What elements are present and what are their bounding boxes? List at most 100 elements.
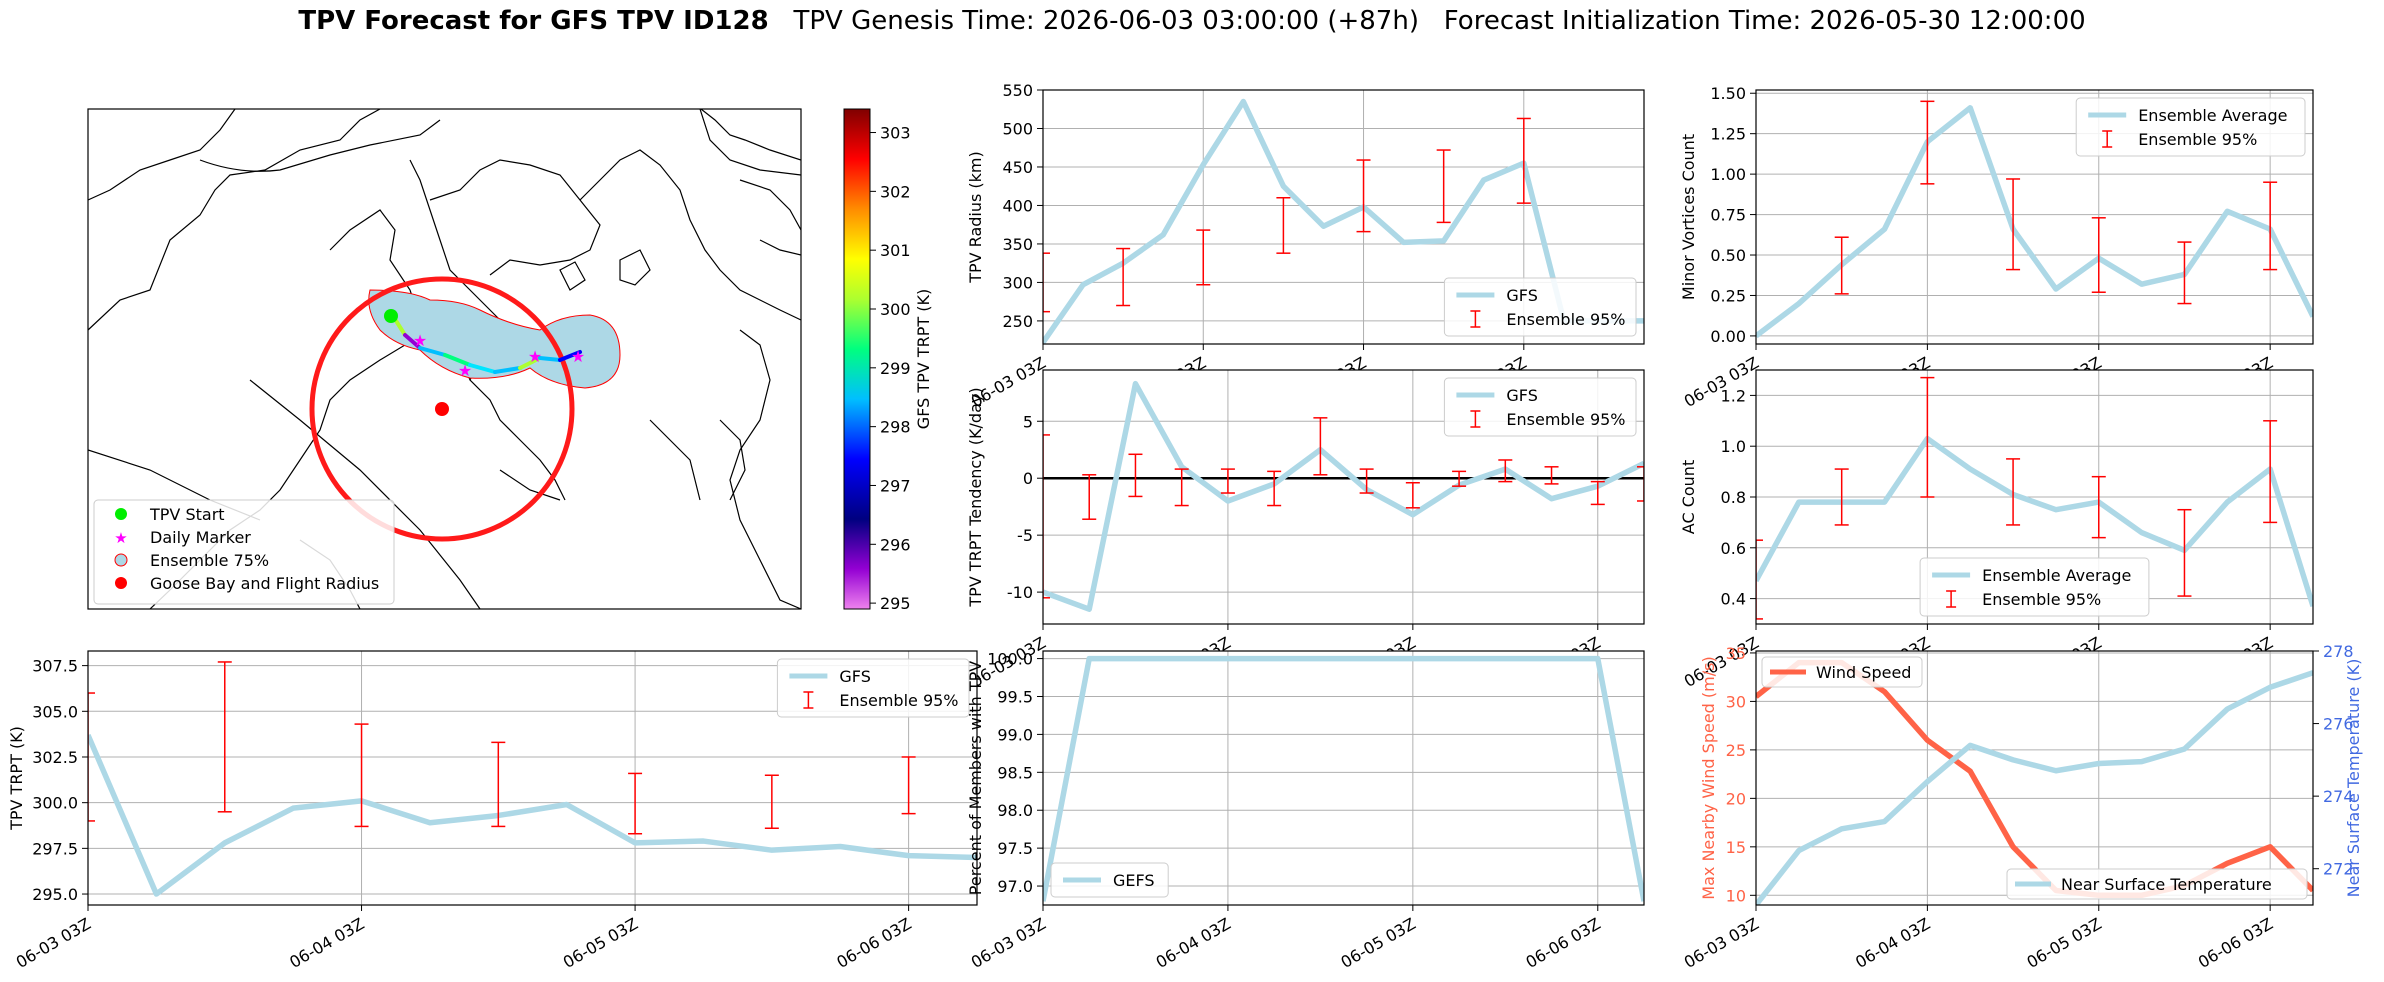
errorbar — [88, 692, 95, 822]
errorbar — [1043, 252, 1050, 313]
genesis-time: TPV Genesis Time: 2026-06-03 03:00:00 (+… — [793, 6, 1419, 36]
map-panel: ★ ★ ★ ★ TPV Start ★ Daily Marker Ensembl… — [87, 108, 933, 613]
y-tick-label: 295.0 — [32, 885, 78, 904]
y-tick-label: 400 — [1002, 196, 1033, 215]
figure-title: TPV Forecast for GFS TPV ID128 TPV Genes… — [0, 6, 2384, 36]
colorbar-tick-label: 298 — [880, 418, 911, 437]
errorbar — [1220, 468, 1235, 494]
legend-tpv-start-icon — [115, 508, 127, 520]
legend-label: GFS — [1506, 386, 1537, 405]
y-tick-label: 302.5 — [32, 748, 78, 767]
y-tick-label: 97.5 — [997, 839, 1033, 858]
legend-label: Near Surface Temperature — [2061, 875, 2272, 894]
y-tick-label: 300 — [1002, 273, 1033, 292]
y-tick-label: 0.00 — [1710, 327, 1746, 346]
errorbar — [1128, 453, 1143, 498]
errorbar — [2006, 178, 2021, 271]
y-tick-label: 0.75 — [1710, 206, 1746, 225]
init-time: Forecast Initialization Time: 2026-05-30… — [1443, 6, 2086, 36]
x-tick-label: 06-06 03Z — [2195, 914, 2276, 972]
y-tick-label: 1.25 — [1710, 125, 1746, 144]
legend-label: Ensemble 95% — [839, 691, 958, 710]
errorbar — [2177, 241, 2192, 305]
errorbar — [1436, 149, 1451, 224]
series-line — [1043, 380, 1644, 612]
daily-marker: ★ — [458, 361, 472, 380]
y-tick-label: 305.0 — [32, 702, 78, 721]
legend-label: Ensemble 95% — [1506, 310, 1625, 329]
y-tick-label: 1.00 — [1710, 165, 1746, 184]
errorbar — [217, 661, 232, 813]
y-right-tick-label: 274 — [2323, 787, 2354, 806]
y-tick-label: 10 — [1726, 886, 1746, 905]
colorbar-tick-label: 303 — [880, 124, 911, 143]
legend: GEFS — [1050, 862, 1169, 898]
errorbar — [1637, 466, 1644, 502]
errorbar — [2006, 458, 2021, 526]
y-axis-label: AC Count — [1679, 460, 1698, 534]
errorbar — [2091, 475, 2106, 539]
legend-label: Ensemble Average — [1982, 566, 2131, 585]
x-tick-label: 06-03 03Z — [1681, 914, 1762, 972]
goose-bay-marker — [435, 402, 449, 416]
x-tick-label: 06-06 03Z — [833, 914, 914, 972]
chart-minor: 0.00 0.25 0.50 0.75 1.00 1.25 1.50 Minor Vortic… — [1679, 84, 2314, 411]
errorbar — [1590, 480, 1605, 506]
flight-radius-circle — [309, 276, 575, 542]
daily-marker: ★ — [528, 347, 542, 366]
errorbar — [2091, 217, 2106, 293]
legend-ensemble: Ensemble 75% — [150, 551, 269, 570]
y-tick-label: 98.5 — [997, 763, 1033, 782]
legend: Ensemble Average Ensemble 95% — [1919, 557, 2150, 617]
legend-label: GFS — [839, 667, 870, 686]
errorbar — [1516, 117, 1531, 204]
tpv-start-marker — [384, 309, 398, 323]
errorbar — [1043, 434, 1050, 599]
colorbar-label: GFS TPV TRPT (K) — [914, 289, 933, 429]
x-tick-label: 06-03 03Z — [13, 914, 94, 972]
errorbar — [1452, 470, 1467, 487]
y-axis-label: Minor Vortices Count — [1679, 134, 1698, 300]
y-tick-label: 99.5 — [997, 687, 1033, 706]
errorbar — [1498, 459, 1513, 483]
plot-content — [1043, 651, 1644, 905]
legend-ensemble-icon — [114, 553, 128, 567]
y-tick-label: 15 — [1726, 838, 1746, 857]
errorbar — [1359, 468, 1374, 494]
y-axis-label: Max Nearby Wind Speed (m/s) — [1699, 656, 1718, 899]
y-tick-label: 307.5 — [32, 657, 78, 676]
y-tick-label: 100.0 — [987, 650, 1033, 669]
y-tick-label: 35 — [1726, 644, 1746, 663]
y-right-tick-label: 272 — [2323, 860, 2354, 879]
legend: GFS Ensemble 95% — [1443, 277, 1637, 337]
plot-area — [1756, 651, 2313, 905]
colorbar-tick-label: 297 — [880, 476, 911, 495]
legend-label: Wind Speed — [1816, 663, 1911, 682]
y-tick-label: 0.6 — [1721, 539, 1746, 558]
daily-marker: ★ — [413, 331, 427, 350]
errorbar — [2263, 420, 2278, 524]
x-tick-label: 06-03 03Z — [1681, 633, 1762, 691]
series-line — [1756, 435, 2313, 608]
x-tick-label: 06-04 03Z — [1153, 914, 1234, 972]
colorbar-gradient — [843, 108, 871, 610]
colorbar-tick-label: 301 — [880, 241, 911, 260]
legend-box — [2075, 97, 2306, 157]
y-tick-label: 350 — [1002, 235, 1033, 254]
title-bold: TPV Forecast for GFS TPV ID128 — [298, 6, 769, 36]
y-axis-label: Percent of Members with TPV — [966, 661, 985, 895]
y-tick-label: 5 — [1023, 412, 1033, 431]
plot-frame — [1755, 89, 2314, 345]
errorbar — [1756, 539, 1763, 620]
errorbar — [901, 756, 916, 815]
y-tick-label: 300.0 — [32, 794, 78, 813]
y-tick-label: 97.0 — [997, 877, 1033, 896]
errorbar — [1920, 376, 1935, 498]
y-tick-label: 297.5 — [32, 839, 78, 858]
errorbar — [2177, 508, 2192, 597]
